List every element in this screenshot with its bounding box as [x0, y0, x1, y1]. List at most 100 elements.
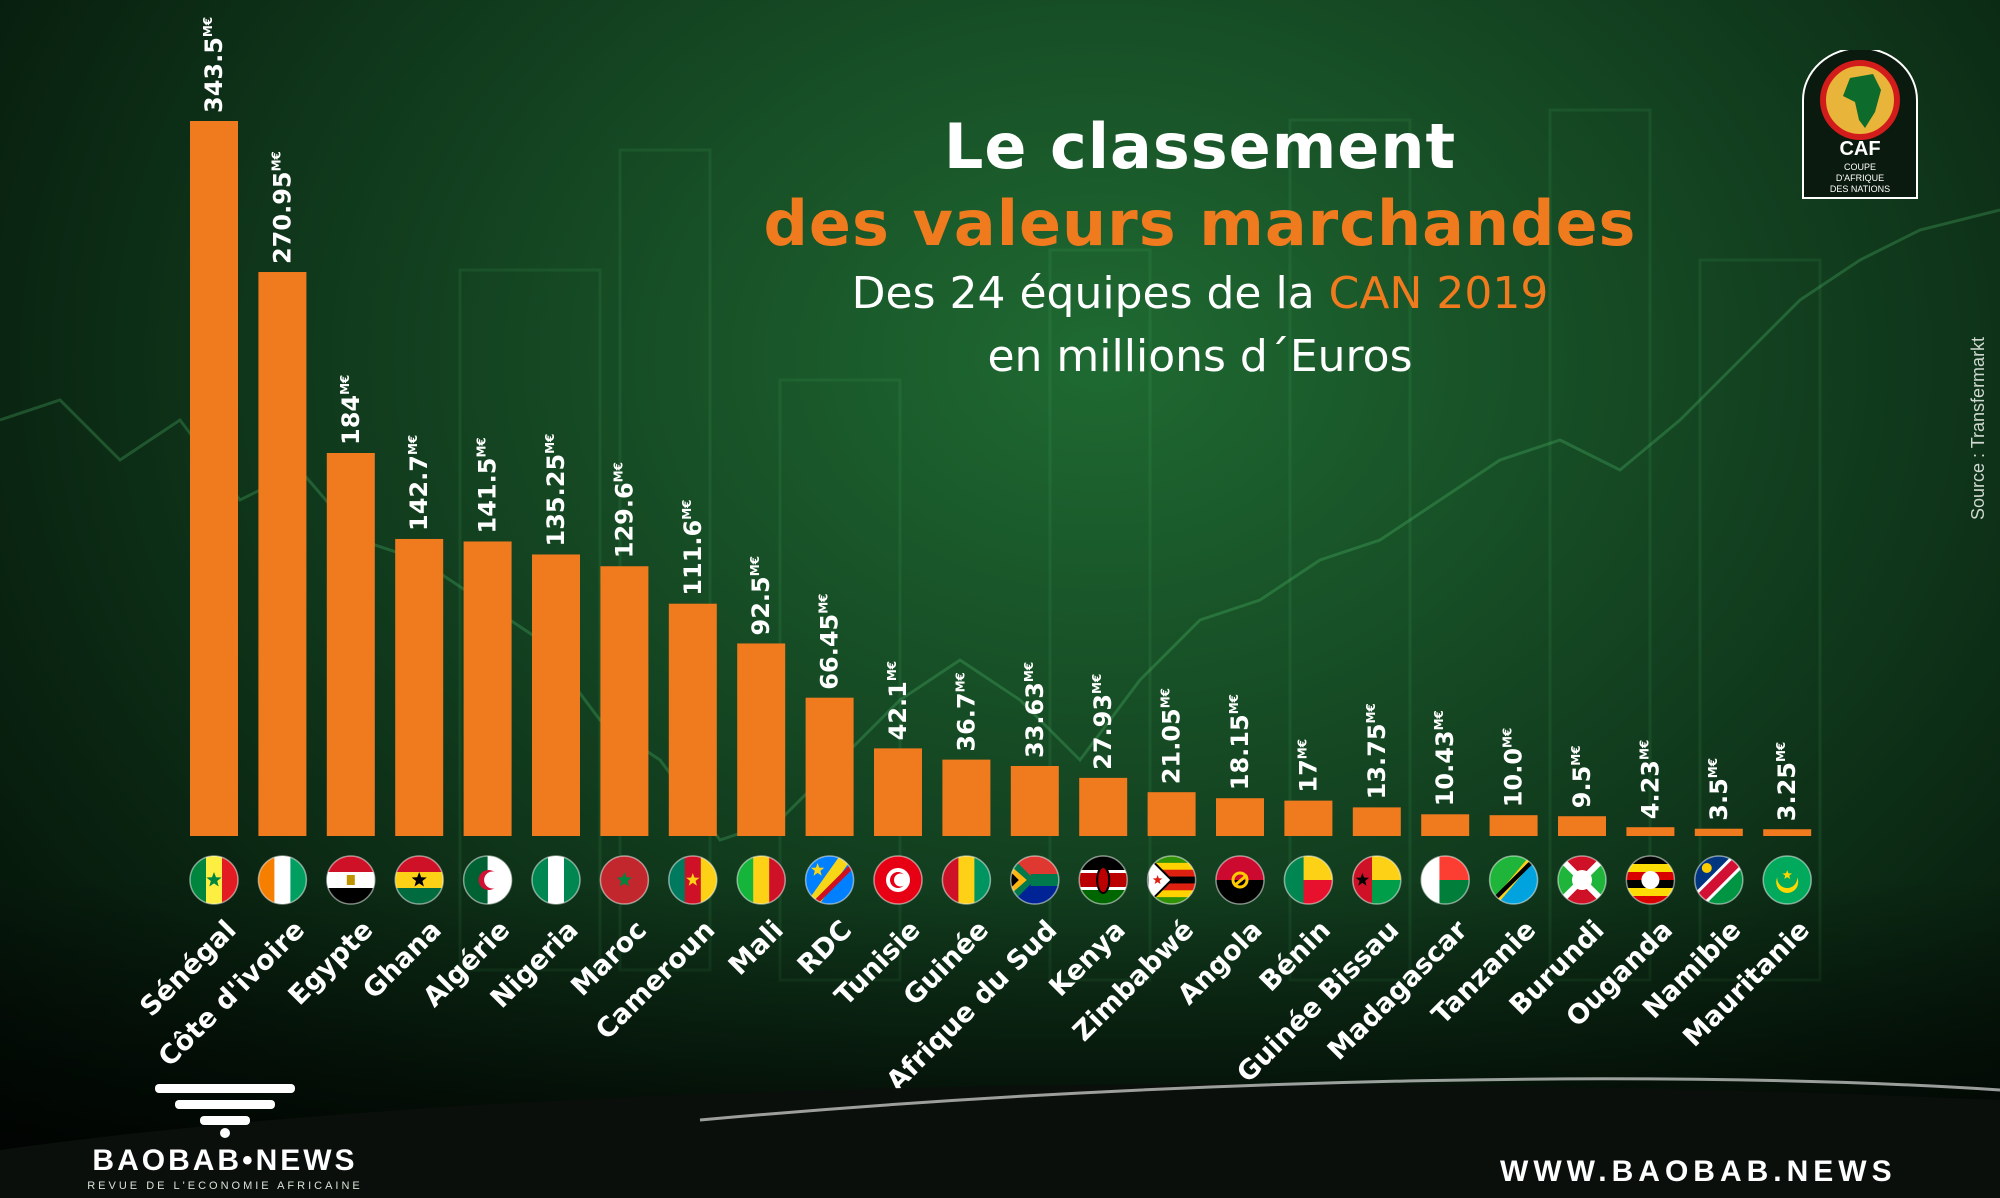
bar — [1626, 827, 1675, 836]
data-label: 111.6M€ — [679, 499, 707, 595]
unit-label: M€ — [201, 17, 215, 37]
subtitle-prefix: Des 24 équipes de la — [851, 268, 1329, 319]
brand-tagline: REVUE DE L'ECONOMIE AFRICAINE — [87, 1180, 363, 1192]
flag-icon — [1558, 856, 1606, 904]
flag-icon — [942, 856, 991, 904]
data-label: 141.5M€ — [474, 437, 502, 533]
unit-label: M€ — [269, 151, 283, 171]
flag-icon — [805, 856, 854, 904]
flag-icon — [1694, 856, 1743, 904]
data-label: 184M€ — [337, 375, 365, 445]
logo-subtitle-1: COUPE — [1844, 162, 1876, 172]
unit-label: M€ — [1501, 728, 1515, 748]
bar — [1147, 792, 1196, 836]
data-label: 142.7M€ — [405, 435, 433, 531]
unit-label: M€ — [1774, 742, 1788, 762]
data-label: 66.45M€ — [816, 593, 844, 689]
flag-ring — [531, 855, 581, 905]
data-label: 33.63M€ — [1021, 662, 1049, 758]
bar — [1558, 816, 1606, 836]
flag-ring — [873, 855, 923, 905]
bar — [1489, 815, 1538, 836]
flag-ring — [257, 855, 308, 905]
data-label: 3.25M€ — [1773, 742, 1801, 822]
unit-label: M€ — [1295, 739, 1309, 759]
flag-ring — [394, 855, 444, 905]
bar — [1216, 798, 1264, 836]
data-label: 135.25M€ — [542, 434, 570, 547]
brand-mark-icon — [155, 1084, 295, 1138]
bar — [805, 697, 854, 836]
flag-ring — [1078, 855, 1128, 905]
data-label: 27.93M€ — [1089, 674, 1117, 770]
bar — [1694, 828, 1743, 836]
data-label: 42.1M€ — [884, 661, 912, 741]
unit-label: M€ — [611, 462, 625, 482]
data-label: 17M€ — [1294, 739, 1322, 793]
data-label: 4.23M€ — [1636, 740, 1664, 820]
unit-label: M€ — [1364, 703, 1378, 723]
bar — [463, 541, 512, 836]
unit-label: M€ — [406, 435, 420, 455]
flag-ring — [1215, 855, 1265, 905]
chart-title-highlight: des valeurs marchandes — [763, 187, 1637, 260]
logo-subtitle-2: D'AFRIQUE — [1836, 173, 1884, 183]
data-label: 10.0M€ — [1500, 728, 1528, 808]
website-link[interactable]: WWW.BAOBAB.NEWS — [1500, 1155, 1897, 1188]
flag-ring — [189, 855, 239, 905]
data-label: 36.7M€ — [952, 672, 980, 752]
data-label: 13.75M€ — [1363, 703, 1391, 799]
data-label: 9.5M€ — [1568, 745, 1596, 808]
x-tick-label: Cameroun — [590, 915, 721, 1046]
flag-icon — [190, 856, 238, 904]
bar — [1284, 800, 1333, 836]
bar — [1763, 829, 1812, 836]
logo-subtitle-3: DES NATIONS — [1830, 184, 1890, 194]
flag-ring — [941, 855, 992, 905]
flag-icon — [1763, 856, 1812, 904]
brand-logo: BAOBAB•NEWS REVUE DE L'ECONOMIE AFRICAIN… — [75, 1080, 375, 1192]
flag-ring — [804, 855, 855, 905]
x-tick-label: Mali — [723, 915, 790, 982]
unit-label: M€ — [817, 593, 831, 613]
footer-swoosh — [0, 1077, 2000, 1198]
bar — [532, 554, 580, 836]
flag-ring — [1283, 855, 1334, 905]
flag-ring — [1694, 855, 1744, 905]
flag-ring — [668, 855, 718, 905]
bar — [326, 453, 375, 836]
flag-ring — [1420, 855, 1470, 905]
chart-title: Le classement — [943, 110, 1457, 183]
unit-label: M€ — [543, 434, 557, 454]
bar — [668, 603, 717, 836]
data-label: 343.5M€ — [200, 17, 228, 113]
data-label: 270.95M€ — [268, 151, 296, 264]
data-label: 129.6M€ — [610, 462, 638, 558]
flag-icon — [874, 856, 922, 904]
flag-ring — [1488, 855, 1539, 905]
logo-text: CAF — [1839, 138, 1880, 160]
bar — [190, 121, 238, 836]
brand-name: BAOBAB•NEWS — [92, 1144, 358, 1177]
unit-label: M€ — [748, 556, 762, 576]
caf-logo: CAF COUPE D'AFRIQUE DES NATIONS — [1802, 50, 1918, 199]
flag-ring — [326, 855, 376, 905]
data-label: 92.5M€ — [747, 556, 775, 636]
flag-ring — [1762, 855, 1812, 905]
data-label: 18.15M€ — [1226, 694, 1254, 790]
data-label: 21.05M€ — [1158, 688, 1186, 784]
unit-label: M€ — [680, 499, 694, 519]
title-block: Le classement des valeurs marchandes Des… — [700, 110, 1700, 382]
bar — [1079, 777, 1128, 836]
unit-label: M€ — [338, 375, 352, 395]
flag-ring — [462, 855, 513, 905]
bar — [874, 748, 922, 836]
unit-label: M€ — [1432, 710, 1446, 730]
unit-label: M€ — [1159, 688, 1173, 708]
bar — [942, 759, 991, 836]
bar — [600, 566, 649, 836]
bar — [1352, 807, 1401, 836]
flag-icon — [1147, 856, 1196, 904]
data-label: 10.43M€ — [1431, 710, 1459, 806]
